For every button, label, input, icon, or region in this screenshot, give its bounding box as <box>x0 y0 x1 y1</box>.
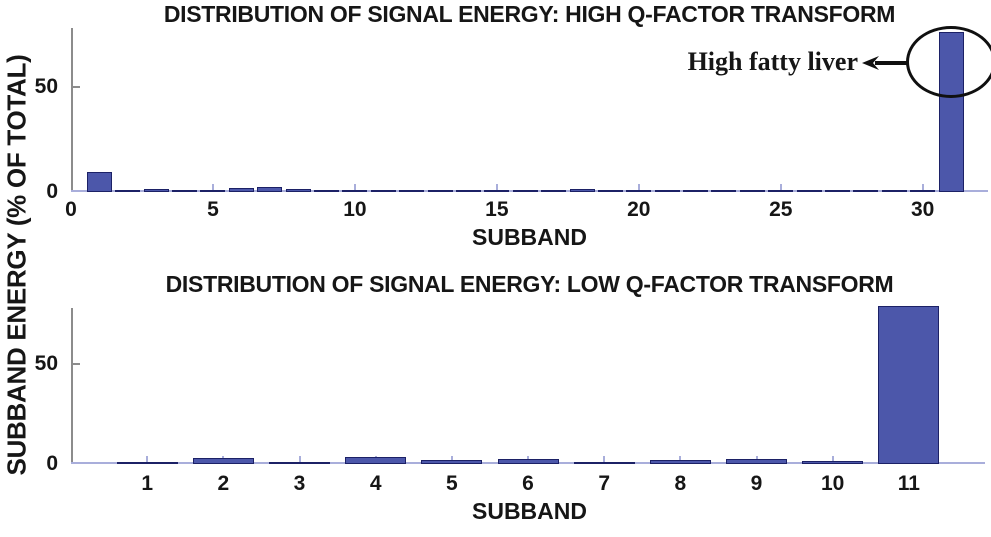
bar <box>878 306 940 464</box>
bar <box>569 189 595 192</box>
y-tick-label: 50 <box>34 74 58 98</box>
chart-low-q-factor: DISTRIBUTION OF SIGNAL ENERGY: LOW Q-FAC… <box>0 268 991 537</box>
bar <box>314 189 339 192</box>
y-tick-label: 50 <box>34 352 58 375</box>
x-tick-mark <box>921 184 924 190</box>
chart-title-low-q: DISTRIBUTION OF SIGNAL ENERGY: LOW Q-FAC… <box>165 271 894 297</box>
x-axis-title-low-q: SUBBAND <box>472 498 587 524</box>
bar <box>342 190 368 192</box>
x-tick-label: 30 <box>911 198 935 221</box>
x-tick-label: 7 <box>598 472 610 495</box>
bar <box>726 458 787 464</box>
x-tick-mark <box>603 456 606 462</box>
x-tick-label: 3 <box>293 472 306 495</box>
chart-high-q-factor: DISTRIBUTION OF SIGNAL ENERGY: HIGH Q-FA… <box>0 0 991 268</box>
bar <box>796 190 822 192</box>
bar <box>200 190 226 192</box>
bar <box>143 189 169 192</box>
x-axis-title-high-q: SUBBAND <box>472 224 587 250</box>
bar <box>768 190 794 192</box>
x-tick-mark <box>450 456 453 462</box>
x-tick-label: 8 <box>674 472 687 495</box>
bar <box>172 190 198 192</box>
x-tick-mark <box>298 456 301 462</box>
bar <box>285 188 311 192</box>
annotation-arrow-icon <box>862 56 909 70</box>
x-tick-label: 5 <box>207 198 219 221</box>
bar <box>86 172 112 192</box>
annotation-label-high-fatty-liver: High fatty liver <box>687 47 858 76</box>
bar <box>825 190 851 192</box>
bar <box>497 458 559 464</box>
y-axis-line <box>71 308 73 464</box>
x-tick-mark <box>679 456 682 462</box>
y-tick-mark <box>73 363 80 365</box>
bar <box>649 459 711 464</box>
bar <box>116 462 178 464</box>
bar <box>573 462 635 464</box>
x-tick-mark <box>211 184 214 190</box>
bar <box>345 457 407 464</box>
bar <box>427 190 453 192</box>
y-tick-mark <box>73 85 80 88</box>
x-tick-mark <box>353 184 356 190</box>
bar <box>541 190 567 192</box>
bar <box>683 190 709 192</box>
bar <box>484 190 510 192</box>
x-tick-label: 4 <box>369 472 382 495</box>
y-tick-label: 0 <box>46 452 58 475</box>
y-axis-line <box>71 28 73 192</box>
x-tick-label: 9 <box>750 472 763 495</box>
bar <box>370 190 396 192</box>
bar <box>881 190 907 192</box>
x-tick-label: 6 <box>522 472 534 495</box>
bar <box>512 190 538 192</box>
x-tick-mark <box>637 184 640 190</box>
x-tick-mark <box>779 184 782 190</box>
bar <box>853 190 879 192</box>
x-tick-label: 10 <box>820 472 845 495</box>
x-tick-label: 11 <box>897 472 920 495</box>
bar <box>399 190 425 192</box>
bar <box>455 190 481 192</box>
x-tick-label: 1 <box>141 472 153 495</box>
bar <box>269 461 330 464</box>
bar <box>802 460 864 464</box>
x-tick-label: 10 <box>343 198 367 221</box>
x-tick-label: 15 <box>485 198 509 221</box>
x-tick-label: 2 <box>217 472 230 495</box>
bar <box>654 190 680 192</box>
chart-title-high-q: DISTRIBUTION OF SIGNAL ENERGY: HIGH Q-FA… <box>163 1 896 27</box>
bar <box>257 186 283 192</box>
bar <box>192 458 254 464</box>
bar <box>597 190 623 192</box>
x-tick-label: 0 <box>65 198 77 221</box>
bar <box>711 190 737 192</box>
x-tick-mark <box>146 456 149 462</box>
bar <box>115 190 141 192</box>
plot-area-low-q <box>71 306 985 464</box>
x-tick-label: 5 <box>445 472 458 495</box>
bar <box>626 190 652 192</box>
bar <box>421 460 483 464</box>
bar <box>910 189 936 192</box>
x-tick-label: 25 <box>769 198 793 221</box>
bar <box>739 190 765 192</box>
bar <box>228 188 254 192</box>
y-tick-label: 0 <box>46 180 58 203</box>
annotation-ellipse <box>906 26 991 98</box>
x-tick-mark <box>495 184 498 190</box>
x-tick-label: 20 <box>627 198 651 221</box>
x-tick-mark <box>831 456 834 462</box>
